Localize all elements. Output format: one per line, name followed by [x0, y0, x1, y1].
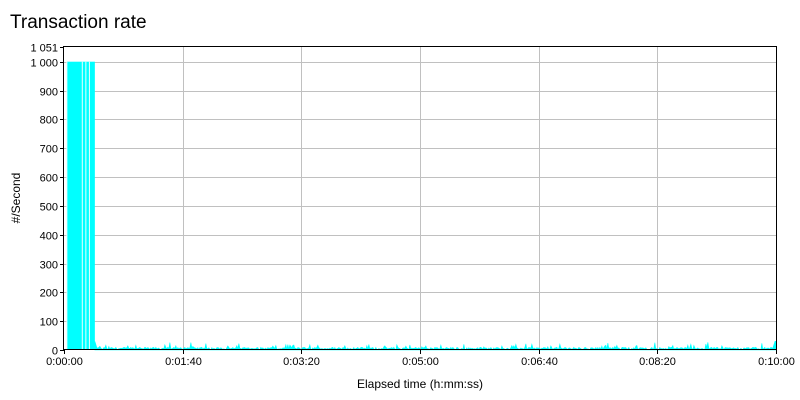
x-axis-label: Elapsed time (h:mm:ss): [357, 377, 483, 391]
x-tick-label: 0:03:20: [283, 356, 320, 368]
y-tick-label: 900: [40, 87, 58, 99]
y-tick-label: 700: [40, 144, 58, 156]
x-tick-label: 0:05:00: [402, 356, 439, 368]
grid-layer: [64, 47, 776, 350]
y-tick-label: 1 000: [30, 58, 58, 70]
y-tick-label: 300: [40, 260, 58, 272]
y-tick-label: 400: [40, 231, 58, 243]
chart-title: Transaction rate: [10, 12, 147, 33]
x-tick-label: 0:06:40: [521, 356, 558, 368]
y-tick-label: 0: [52, 346, 58, 358]
x-tick-label: 0:01:40: [165, 356, 202, 368]
x-tick-label: 0:10:00: [758, 356, 795, 368]
x-axis-ticks: 0:00:00 0:01:40 0:03:20 0:05:00 0:06:40 0:08:…: [46, 350, 795, 368]
x-tick-label: 0:00:00: [46, 356, 83, 368]
y-tick-label: 500: [40, 202, 58, 214]
y-tick-label: 800: [40, 115, 58, 127]
y-tick-label: 200: [40, 288, 58, 300]
y-axis-label: #/Second: [9, 173, 23, 224]
series-layer: [66, 61, 777, 351]
y-tick-label: 100: [40, 317, 58, 329]
y-tick-label: 1 051: [30, 43, 58, 55]
series-plateau: [67, 61, 95, 351]
series-tail: [94, 341, 777, 351]
y-tick-label: 600: [40, 173, 58, 185]
y-axis-ticks: 0 100 200 300 400 500 600 700 800 900 1 000 1 051: [30, 43, 64, 358]
plot-frame: [63, 46, 777, 350]
x-tick-label: 0:08:20: [639, 356, 676, 368]
